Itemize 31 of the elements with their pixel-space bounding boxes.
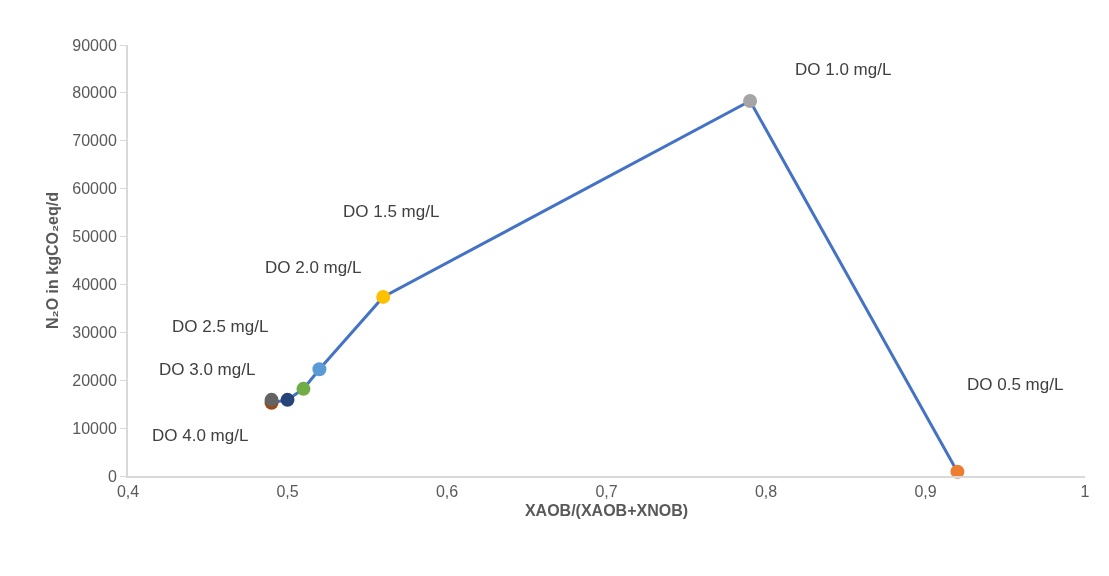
point — [312, 362, 327, 377]
y-tick-label: 80000 — [72, 84, 117, 102]
point — [280, 392, 295, 407]
x-tick-label: 0,5 — [276, 483, 299, 501]
x-tick-label: 0,4 — [116, 483, 140, 501]
annotation: DO 4.0 mg/L — [152, 426, 249, 445]
y-tick-label: 60000 — [72, 180, 117, 198]
annotation: DO 2.5 mg/L — [172, 317, 269, 336]
y-axis-title: N₂O in kgCO₂eq/d — [43, 192, 61, 329]
x-axis-title: XAOB/(XAOB+XNOB) — [524, 502, 689, 520]
y-tick-label: 90000 — [72, 36, 117, 54]
y-tick-label: 30000 — [72, 323, 117, 341]
y-tick-label: 40000 — [72, 276, 117, 294]
x-tick-label: 0,6 — [435, 483, 459, 501]
point — [743, 94, 758, 109]
annotation: DO 1.5 mg/L — [343, 202, 440, 221]
x-tick-label: 0,9 — [914, 483, 937, 501]
y-tick-label: 70000 — [72, 132, 117, 150]
annotation: DO 1.0 mg/L — [795, 60, 892, 79]
y-tick-label: 10000 — [72, 419, 117, 437]
y-tick-label: 50000 — [72, 228, 117, 246]
annotation: DO 2.0 mg/L — [265, 258, 362, 277]
x-tick-label: 0,8 — [754, 483, 778, 501]
x-tick-label: 1 — [1080, 483, 1090, 501]
y-tick-label: 0 — [107, 467, 117, 485]
point — [296, 381, 311, 396]
y-tick-label: 20000 — [72, 371, 117, 389]
annotation: DO 3.0 mg/L — [159, 360, 256, 379]
point — [376, 289, 391, 304]
annotation: DO 0.5 mg/L — [967, 375, 1064, 394]
x-tick-label: 0,7 — [595, 483, 618, 501]
